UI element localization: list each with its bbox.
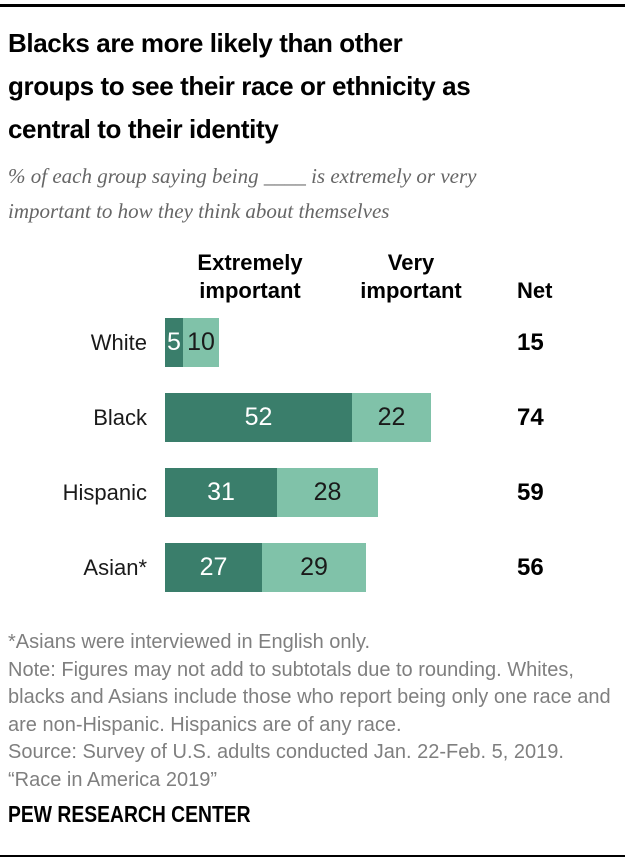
chart-notes: *Asians were interviewed in English only… [8,629,611,794]
chart-subtitle-line: important to how they think about themse… [8,199,390,223]
chart-title-line: Blacks are more likely than other [8,28,403,58]
row-label: Asian* [83,555,147,580]
chart-row: Asian* 27 29 56 [0,543,625,592]
net-value: 56 [517,554,544,581]
bar-segment-very-important: 10 [183,318,219,367]
bar-value-label: 28 [313,478,342,506]
chart-title: Blacks are more likely than other groups… [8,22,471,151]
chart-title-line: central to their identity [8,114,279,144]
bar-value-label: 5 [167,328,181,356]
bar-value-label: 29 [300,553,328,581]
note-line: are non-Hispanic. Hispanics are of any r… [8,713,402,736]
net-value: 59 [517,479,544,506]
note-line: Note: Figures may not add to subtotals d… [8,658,574,681]
footnote-asterisk: *Asians were interviewed in English only… [8,631,371,653]
bar-segment-very-important: 28 [277,468,378,517]
chart-title-line: groups to see their race or ethnicity as [8,71,471,101]
bar-value-label: 31 [207,478,235,506]
chart-row: White 5 10 15 [0,318,625,367]
bar-segment-extremely-important: 5 [165,318,183,367]
bar-segment-extremely-important: 52 [165,393,352,442]
bar-segment-extremely-important: 31 [165,468,277,517]
bar-segment-very-important: 29 [262,543,366,592]
column-header-net: Net [517,278,553,303]
chart-subtitle-line: % of each group saying being ____ is ext… [8,164,477,188]
column-header-very-important: Very important [360,250,462,303]
note-line: blacks and Asians include those who repo… [8,686,611,708]
column-header-extremely-important: Extremely important [197,250,303,303]
chart-row: Black 52 22 74 [0,393,625,442]
row-label: Black [93,405,147,430]
row-label: Hispanic [62,480,147,505]
top-rule [0,4,625,7]
row-label: White [90,330,147,355]
source-line: Source: Survey of U.S. adults conducted … [8,741,564,763]
bar-value-label: 27 [199,553,228,581]
chart-row: Hispanic 31 28 59 [0,468,625,517]
report-name-line: “Race in America 2019” [8,768,217,791]
bar-value-label: 22 [377,403,406,431]
bar-value-label: 52 [244,403,273,431]
chart-subtitle: % of each group saying being ____ is ext… [8,159,477,229]
brand-footer: PEW RESEARCH CENTER [8,801,251,827]
bar-segment-extremely-important: 27 [165,543,262,592]
net-value: 15 [517,329,544,356]
bar-segment-very-important: 22 [352,393,431,442]
net-value: 74 [517,404,544,431]
bottom-rule [0,855,625,857]
bar-value-label: 10 [187,328,215,356]
